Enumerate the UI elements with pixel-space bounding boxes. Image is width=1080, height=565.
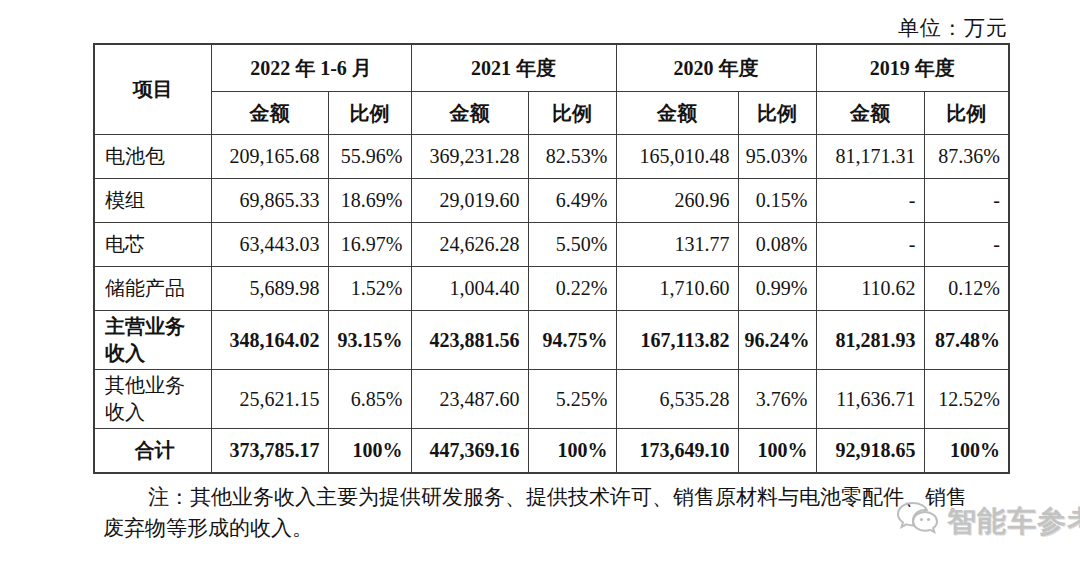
cell-amount: - [816,179,924,223]
cell-ratio: 18.69% [328,179,411,223]
cell-ratio: 82.53% [528,135,616,179]
cell-amount: 369,231.28 [411,135,528,179]
revenue-breakdown-table: 项目 2022 年 1-6 月 2021 年度 2020 年度 2019 年度 … [93,43,1010,474]
cell-amount: 165,010.48 [616,135,738,179]
cell-amount: 173,649.10 [616,429,738,474]
table-row-main-revenue: 主营业务收入 348,164.02 93.15% 423,881.56 94.7… [94,311,1009,370]
cell-ratio: 0.15% [738,179,816,223]
cell-amount: - [816,223,924,267]
cell-ratio: - [924,223,1009,267]
cell-ratio: 5.25% [528,370,616,429]
cell-ratio: 16.97% [328,223,411,267]
cell-ratio: 95.03% [738,135,816,179]
unit-label: 单位：万元 [888,14,1008,42]
cell-amount: 167,113.82 [616,311,738,370]
row-label: 其他业务收入 [94,370,211,429]
cell-ratio: 0.12% [924,267,1009,311]
cell-ratio: 94.75% [528,311,616,370]
period-header-2019: 2019 年度 [816,44,1009,92]
header-sub-row: 金额 比例 金额 比例 金额 比例 金额 比例 [94,92,1009,135]
header-period-row: 项目 2022 年 1-6 月 2021 年度 2020 年度 2019 年度 [94,44,1009,92]
cell-ratio: 96.24% [738,311,816,370]
table-row-total: 合计 373,785.17 100% 447,369.16 100% 173,6… [94,429,1009,474]
row-label: 电池包 [94,135,211,179]
cell-amount: 5,689.98 [211,267,328,311]
cell-ratio: 55.96% [328,135,411,179]
cell-amount: 81,171.31 [816,135,924,179]
cell-ratio: 5.50% [528,223,616,267]
cell-amount: 81,281.93 [816,311,924,370]
cell-amount: 110.62 [816,267,924,311]
table-row-module: 模组 69,865.33 18.69% 29,019.60 6.49% 260.… [94,179,1009,223]
item-column-header: 项目 [94,44,211,135]
amount-header-2019: 金额 [816,92,924,135]
table-row-cell: 电芯 63,443.03 16.97% 24,626.28 5.50% 131.… [94,223,1009,267]
cell-amount: 29,019.60 [411,179,528,223]
cell-amount: 260.96 [616,179,738,223]
row-label: 储能产品 [94,267,211,311]
cell-ratio: 93.15% [328,311,411,370]
ratio-header-2022: 比例 [328,92,411,135]
amount-header-2021: 金额 [411,92,528,135]
amount-header-2022: 金额 [211,92,328,135]
row-label: 主营业务收入 [94,311,211,370]
period-header-2021: 2021 年度 [411,44,616,92]
cell-ratio: 0.99% [738,267,816,311]
cell-amount: 11,636.71 [816,370,924,429]
cell-ratio: 12.52% [924,370,1009,429]
cell-ratio: 6.85% [328,370,411,429]
row-label: 模组 [94,179,211,223]
cell-ratio: - [924,179,1009,223]
cell-amount: 69,865.33 [211,179,328,223]
ratio-header-2019: 比例 [924,92,1009,135]
cell-amount: 24,626.28 [411,223,528,267]
row-label: 合计 [94,429,211,474]
wechat-chat-bubbles-icon [895,500,941,544]
cell-ratio: 3.76% [738,370,816,429]
cell-amount: 6,535.28 [616,370,738,429]
amount-header-2020: 金额 [616,92,738,135]
ratio-header-2020: 比例 [738,92,816,135]
table-row-battery-pack: 电池包 209,165.68 55.96% 369,231.28 82.53% … [94,135,1009,179]
cell-amount: 209,165.68 [211,135,328,179]
cell-ratio: 100% [738,429,816,474]
cell-amount: 373,785.17 [211,429,328,474]
cell-ratio: 6.49% [528,179,616,223]
cell-ratio: 1.52% [328,267,411,311]
cell-amount: 25,621.15 [211,370,328,429]
cell-amount: 131.77 [616,223,738,267]
cell-amount: 92,918.65 [816,429,924,474]
cell-ratio: 100% [328,429,411,474]
cell-ratio: 0.22% [528,267,616,311]
table-row-other-revenue: 其他业务收入 25,621.15 6.85% 23,487.60 5.25% 6… [94,370,1009,429]
cell-amount: 1,710.60 [616,267,738,311]
period-header-2020: 2020 年度 [616,44,816,92]
cell-amount: 23,487.60 [411,370,528,429]
cell-amount: 63,443.03 [211,223,328,267]
ratio-header-2021: 比例 [528,92,616,135]
table-row-energy-storage: 储能产品 5,689.98 1.52% 1,004.40 0.22% 1,710… [94,267,1009,311]
cell-amount: 348,164.02 [211,311,328,370]
cell-ratio: 100% [924,429,1009,474]
cell-ratio: 100% [528,429,616,474]
cell-amount: 1,004.40 [411,267,528,311]
cell-ratio: 87.36% [924,135,1009,179]
cell-amount: 447,369.16 [411,429,528,474]
watermark: 智能车参考 [895,496,1055,548]
watermark-text: 智能车参考 [947,502,1080,542]
period-header-2022: 2022 年 1-6 月 [211,44,411,92]
footnote: 注：其他业务收入主要为提供研发服务、提供技术许可、销售原材料与电池零配件、销售废… [103,482,985,544]
cell-ratio: 87.48% [924,311,1009,370]
cell-ratio: 0.08% [738,223,816,267]
row-label: 电芯 [94,223,211,267]
cell-amount: 423,881.56 [411,311,528,370]
